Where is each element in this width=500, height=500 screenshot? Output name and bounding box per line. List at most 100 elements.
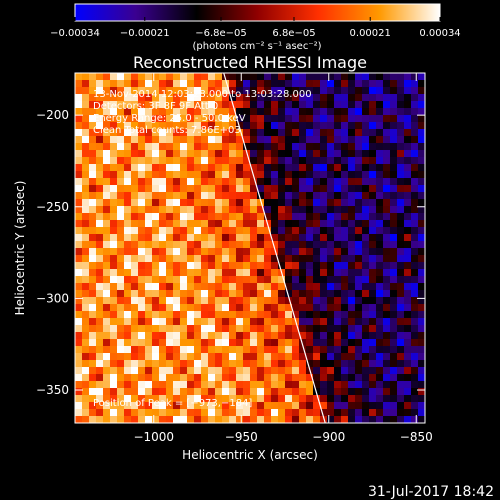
heatmap-cell — [299, 402, 307, 410]
heatmap-cell — [187, 136, 195, 144]
heatmap-cell — [390, 318, 398, 326]
heatmap-cell — [292, 255, 300, 263]
heatmap-cell — [75, 255, 83, 263]
heatmap-cell — [369, 346, 377, 354]
heatmap-cell — [215, 164, 223, 172]
heatmap-cell — [369, 206, 377, 214]
heatmap-cell — [250, 94, 258, 102]
heatmap-cell — [250, 346, 258, 354]
heatmap-cell — [138, 185, 146, 193]
heatmap-cell — [390, 269, 398, 277]
heatmap-cell — [355, 87, 363, 95]
heatmap-cell — [75, 178, 83, 186]
heatmap-cell — [152, 101, 160, 109]
heatmap-cell — [208, 178, 216, 186]
heatmap-cell — [285, 290, 293, 298]
heatmap-cell — [327, 395, 335, 403]
heatmap-cell — [257, 409, 265, 417]
heatmap-cell — [215, 353, 223, 361]
heatmap-cell — [243, 101, 251, 109]
heatmap-cell — [355, 248, 363, 256]
heatmap-cell — [404, 339, 412, 347]
heatmap-cell — [390, 185, 398, 193]
heatmap-cell — [117, 297, 125, 305]
heatmap-cell — [117, 108, 125, 116]
heatmap-cell — [383, 283, 391, 291]
heatmap-cell — [348, 206, 356, 214]
heatmap-cell — [278, 213, 286, 221]
heatmap-cell — [299, 241, 307, 249]
heatmap-cell — [271, 318, 279, 326]
heatmap-cell — [229, 178, 237, 186]
heatmap-cell — [243, 206, 251, 214]
heatmap-cell — [306, 220, 314, 228]
heatmap-cell — [313, 178, 321, 186]
heatmap-cell — [166, 304, 174, 312]
heatmap-cell — [376, 374, 384, 382]
heatmap-cell — [180, 157, 188, 165]
heatmap-cell — [257, 241, 265, 249]
heatmap-cell — [124, 227, 132, 235]
heatmap-cell — [103, 304, 111, 312]
heatmap-cell — [250, 339, 258, 347]
heatmap-cell — [306, 269, 314, 277]
heatmap-cell — [390, 276, 398, 284]
heatmap-cell — [82, 178, 90, 186]
heatmap-cell — [124, 374, 132, 382]
heatmap-cell — [236, 178, 244, 186]
heatmap-cell — [222, 171, 230, 179]
heatmap-cell — [271, 199, 279, 207]
heatmap-cell — [201, 213, 209, 221]
heatmap-cell — [75, 353, 83, 361]
heatmap-cell — [215, 388, 223, 396]
heatmap-cell — [110, 234, 118, 242]
heatmap-cell — [222, 269, 230, 277]
heatmap-cell — [362, 227, 370, 235]
heatmap-cell — [159, 241, 167, 249]
heatmap-cell — [397, 255, 405, 263]
heatmap-cell — [96, 199, 104, 207]
heatmap-cell — [187, 332, 195, 340]
heatmap-cell — [208, 332, 216, 340]
heatmap-cell — [89, 213, 97, 221]
heatmap-cell — [152, 332, 160, 340]
heatmap-cell — [327, 248, 335, 256]
heatmap-cell — [418, 199, 425, 207]
heatmap-cell — [138, 101, 146, 109]
heatmap-cell — [229, 220, 237, 228]
heatmap-cell — [145, 157, 153, 165]
heatmap-cell — [117, 325, 125, 333]
heatmap-cell — [306, 94, 314, 102]
heatmap-cell — [166, 318, 174, 326]
heatmap-cell — [313, 416, 321, 423]
heatmap-cell — [369, 276, 377, 284]
heatmap-cell — [292, 290, 300, 298]
heatmap-cell — [299, 87, 307, 95]
heatmap-cell — [103, 332, 111, 340]
heatmap-cell — [96, 73, 104, 81]
heatmap-cell — [250, 374, 258, 382]
heatmap-cell — [89, 185, 97, 193]
heatmap-cell — [278, 360, 286, 368]
heatmap-cell — [264, 388, 272, 396]
heatmap-cell — [278, 171, 286, 179]
heatmap-cell — [208, 234, 216, 242]
heatmap-cell — [229, 290, 237, 298]
heatmap-cell — [250, 80, 258, 88]
heatmap-cell — [159, 381, 167, 389]
heatmap-cell — [278, 262, 286, 270]
heatmap-cell — [187, 269, 195, 277]
heatmap-cell — [208, 80, 216, 88]
heatmap-cell — [397, 318, 405, 326]
heatmap-cell — [327, 73, 335, 81]
heatmap-cell — [299, 360, 307, 368]
heatmap-cell — [96, 374, 104, 382]
heatmap-cell — [355, 178, 363, 186]
heatmap-cell — [138, 241, 146, 249]
heatmap-cell — [306, 388, 314, 396]
heatmap-cell — [271, 262, 279, 270]
heatmap-cell — [404, 122, 412, 130]
heatmap-cell — [369, 304, 377, 312]
heatmap-cell — [355, 171, 363, 179]
heatmap-cell — [376, 339, 384, 347]
